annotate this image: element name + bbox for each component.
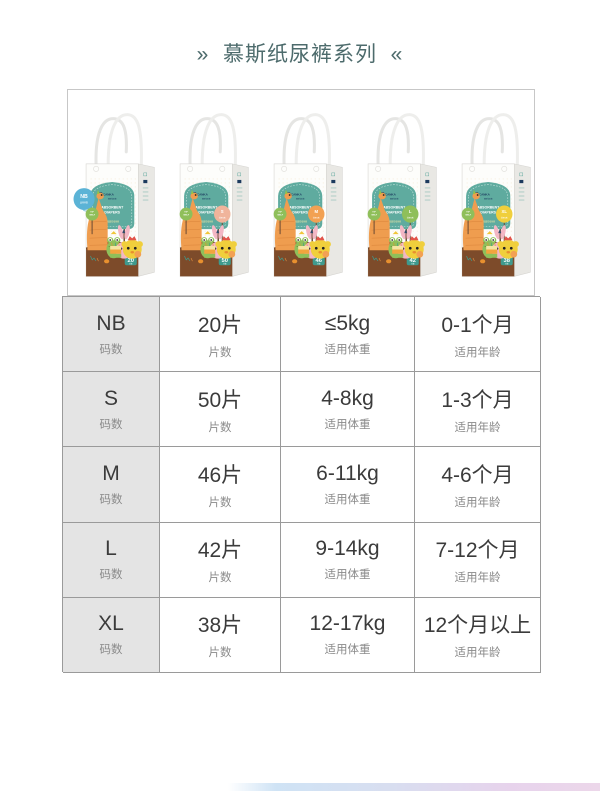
svg-text:CANKA: CANKA xyxy=(103,193,115,197)
svg-text:适用码数: 适用码数 xyxy=(407,216,414,219)
svg-text:NB: NB xyxy=(80,194,88,200)
svg-text:CANKA: CANKA xyxy=(291,193,303,197)
svg-text:片装: 片装 xyxy=(317,263,321,266)
svg-text:SHELF: SHELF xyxy=(371,214,377,216)
svg-text:DIAPERS: DIAPERS xyxy=(104,211,120,215)
svg-text:适用码数: 适用码数 xyxy=(313,216,320,219)
svg-text:CANKA: CANKA xyxy=(479,193,491,197)
svg-text:片装: 片装 xyxy=(223,263,227,266)
svg-text:DIAPERS: DIAPERS xyxy=(198,211,214,215)
svg-text:CANKA: CANKA xyxy=(197,193,209,197)
svg-text:S: S xyxy=(221,209,224,214)
svg-text:适用码数: 适用码数 xyxy=(501,216,508,219)
svg-text:适用码数: 适用码数 xyxy=(219,216,226,219)
svg-text:SHELF: SHELF xyxy=(277,214,283,216)
svg-text:片装: 片装 xyxy=(505,263,509,266)
svg-text:ABSORBENT: ABSORBENT xyxy=(289,205,312,209)
svg-text:ABSORBENT: ABSORBENT xyxy=(195,205,218,209)
svg-text:慕斯纸尿裤: 慕斯纸尿裤 xyxy=(484,198,493,201)
svg-text:M: M xyxy=(314,209,318,214)
svg-text:SHELF: SHELF xyxy=(465,214,471,216)
svg-text:SHELF: SHELF xyxy=(183,214,189,216)
svg-text:DIAPERS: DIAPERS xyxy=(292,211,308,215)
svg-text:ABSORBENT: ABSORBENT xyxy=(101,205,124,209)
svg-text:片装: 片装 xyxy=(129,263,133,266)
svg-text:慕斯纸尿裤: 慕斯纸尿裤 xyxy=(296,198,305,201)
svg-text:慕斯纸尿裤: 慕斯纸尿裤 xyxy=(108,198,117,201)
svg-text:慕斯纸尿裤: 慕斯纸尿裤 xyxy=(202,198,211,201)
svg-text:ABSORBENT: ABSORBENT xyxy=(477,205,500,209)
svg-text:XL: XL xyxy=(501,209,507,214)
svg-text:CANKA: CANKA xyxy=(385,193,397,197)
svg-text:慕斯纸尿裤: 慕斯纸尿裤 xyxy=(390,198,399,201)
svg-text:ABSORBENT: ABSORBENT xyxy=(383,205,406,209)
svg-text:DIAPERS: DIAPERS xyxy=(480,211,496,215)
svg-text:DIAPERS: DIAPERS xyxy=(386,211,402,215)
svg-text:片装: 片装 xyxy=(411,263,415,266)
svg-text:SHELF: SHELF xyxy=(89,214,95,216)
svg-text:L: L xyxy=(409,209,412,214)
